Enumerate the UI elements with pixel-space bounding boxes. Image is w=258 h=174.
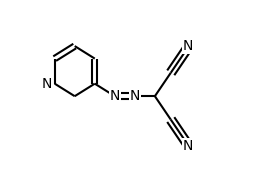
Text: N: N	[130, 89, 140, 103]
Text: N: N	[42, 77, 52, 91]
Text: N: N	[183, 39, 194, 53]
Text: N: N	[183, 139, 194, 153]
Text: N: N	[110, 89, 120, 103]
